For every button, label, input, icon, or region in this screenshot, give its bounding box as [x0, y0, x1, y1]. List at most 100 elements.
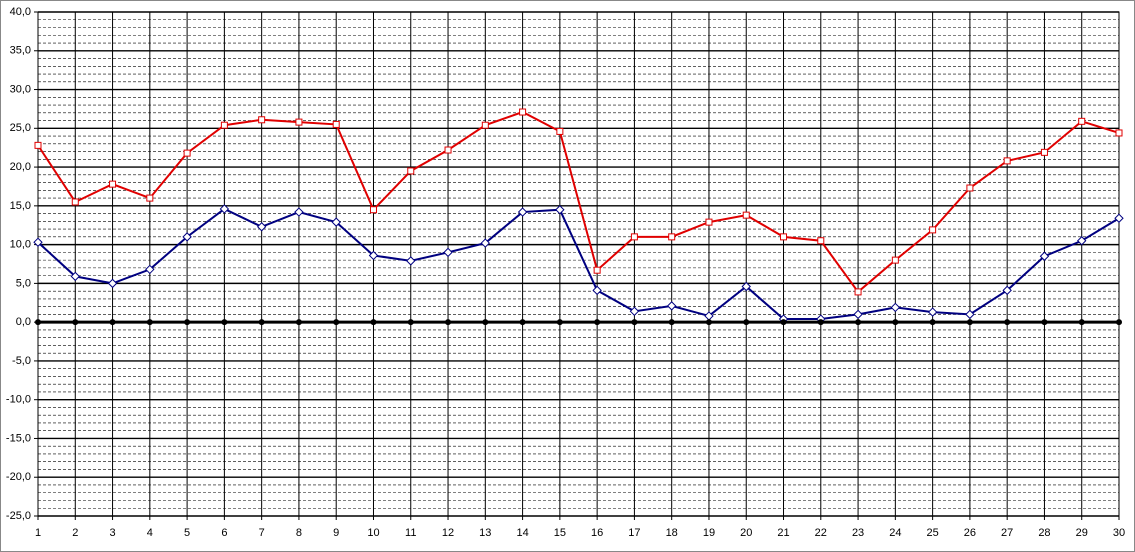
marker — [1004, 319, 1011, 326]
marker — [295, 118, 303, 126]
marker — [294, 207, 304, 217]
marker — [891, 256, 899, 264]
y-tick-label: 25,0 — [10, 122, 31, 134]
marker — [1041, 319, 1048, 326]
plot-area — [38, 12, 1119, 516]
marker — [519, 108, 527, 116]
marker — [146, 319, 153, 326]
marker — [107, 278, 118, 289]
marker — [1039, 251, 1050, 261]
x-tick-label: 8 — [296, 527, 302, 539]
marker — [556, 127, 564, 135]
y-tick-label: 15,0 — [10, 200, 31, 212]
y-tick-label: 30,0 — [10, 83, 31, 95]
marker — [70, 271, 80, 282]
marker — [668, 233, 676, 241]
y-tick-label: -20,0 — [6, 471, 31, 483]
marker — [258, 116, 266, 124]
x-tick-label: 14 — [516, 527, 528, 539]
marker — [817, 237, 825, 245]
series-line — [37, 207, 1120, 321]
marker — [519, 319, 526, 326]
y-tick-label: 10,0 — [10, 239, 31, 251]
x-tick-label: 2 — [72, 527, 78, 539]
x-tick-label: 1 — [35, 527, 41, 539]
marker — [594, 319, 601, 326]
marker — [1003, 157, 1011, 165]
x-tick-label: 3 — [109, 527, 115, 539]
marker — [592, 285, 602, 296]
x-tick-label: 16 — [591, 527, 603, 539]
x-tick-label: 24 — [889, 527, 901, 539]
marker — [482, 319, 489, 326]
x-tick-label: 27 — [1001, 527, 1013, 539]
marker — [109, 180, 117, 188]
x-tick-label: 25 — [926, 527, 938, 539]
marker — [853, 309, 863, 320]
marker — [221, 319, 228, 326]
marker — [219, 204, 230, 214]
marker — [742, 211, 750, 219]
marker — [109, 319, 116, 326]
x-tick-label: 13 — [479, 527, 491, 539]
x-tick-label: 11 — [405, 527, 416, 539]
marker — [631, 319, 638, 326]
x-tick-label: 26 — [964, 527, 976, 539]
marker — [480, 238, 491, 248]
marker — [406, 256, 416, 266]
marker — [965, 309, 975, 320]
x-tick-label: 15 — [554, 527, 566, 539]
marker — [33, 237, 43, 247]
marker — [72, 319, 79, 326]
y-tick-label: 20,0 — [10, 161, 31, 173]
marker — [555, 205, 565, 215]
y-tick-label: 40,0 — [10, 6, 31, 18]
marker — [966, 319, 973, 326]
marker — [743, 319, 750, 326]
marker — [184, 319, 191, 326]
marker — [71, 198, 79, 206]
marker — [630, 233, 638, 241]
marker — [332, 120, 340, 128]
marker — [666, 301, 677, 311]
marker — [817, 319, 824, 326]
marker — [481, 121, 489, 129]
plot-border — [37, 11, 1120, 517]
marker — [1002, 285, 1012, 296]
x-tick-label: 30 — [1113, 527, 1125, 539]
x-tick-label: 21 — [777, 527, 789, 539]
marker — [927, 307, 938, 317]
x-tick-label: 20 — [740, 527, 752, 539]
marker — [854, 288, 862, 296]
marker — [556, 319, 563, 326]
marker — [1114, 213, 1124, 223]
marker — [407, 319, 414, 326]
marker — [1115, 129, 1123, 137]
marker — [892, 319, 899, 326]
x-tick-label: 23 — [852, 527, 864, 539]
marker — [256, 222, 267, 232]
marker — [258, 319, 265, 326]
marker — [443, 247, 453, 258]
x-tick-label: 6 — [221, 527, 227, 539]
marker — [929, 319, 936, 326]
y-tick-label: -25,0 — [6, 510, 31, 522]
x-tick-label: 7 — [259, 527, 265, 539]
marker — [1116, 319, 1122, 326]
marker — [331, 217, 341, 227]
y-tick-label: -15,0 — [6, 432, 31, 444]
x-tick-label: 5 — [184, 527, 190, 539]
marker — [1077, 236, 1087, 246]
y-tick-label: 5,0 — [16, 277, 31, 289]
x-tick-label: 12 — [442, 527, 454, 539]
x-tick-label: 4 — [147, 527, 153, 539]
marker — [780, 233, 788, 241]
marker — [444, 146, 452, 154]
marker — [668, 319, 675, 326]
marker — [369, 206, 377, 214]
marker — [890, 302, 901, 313]
marker — [517, 207, 528, 217]
marker — [780, 319, 787, 326]
marker — [705, 218, 713, 226]
x-tick-label: 19 — [703, 527, 715, 539]
